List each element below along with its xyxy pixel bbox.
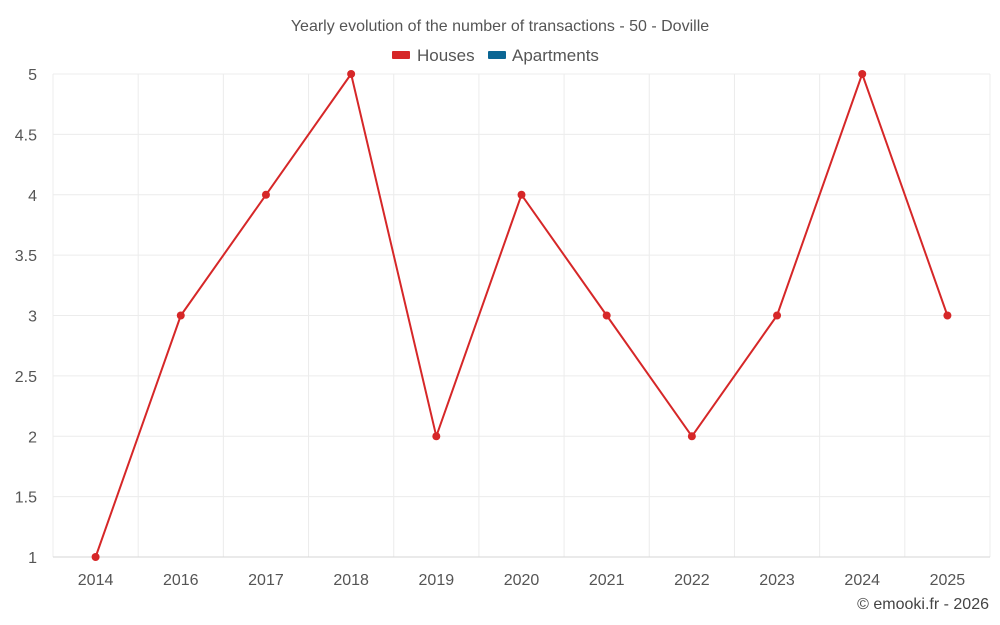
legend-swatch-houses — [392, 51, 410, 59]
legend: Houses Apartments — [392, 46, 599, 65]
data-point-houses[interactable] — [773, 311, 782, 320]
data-point-houses[interactable] — [687, 432, 696, 441]
y-tick-label: 3 — [28, 309, 37, 326]
x-tick-label: 2024 — [844, 572, 880, 589]
x-axis-ticks: 2014 2016 2017 2018 2019 2020 2021 2022 2023 2024… — [78, 572, 966, 589]
x-tick-label: 2023 — [759, 572, 795, 589]
x-tick-label: 2018 — [333, 572, 369, 589]
y-axis-ticks: 1 1.5 2 2.5 3 3.5 4 4.5 5 — [15, 67, 37, 567]
data-point-houses[interactable] — [261, 190, 270, 199]
legend-swatch-apartments — [488, 51, 506, 59]
x-tick-label: 2021 — [589, 572, 625, 589]
data-point-houses[interactable] — [943, 311, 952, 320]
y-tick-label: 1 — [28, 550, 37, 567]
legend-label-houses: Houses — [417, 46, 475, 65]
y-tick-label: 4 — [28, 188, 37, 205]
x-tick-label: 2016 — [163, 572, 199, 589]
y-tick-label: 5 — [28, 67, 37, 84]
legend-item-apartments[interactable]: Apartments — [488, 46, 599, 65]
data-point-houses[interactable] — [602, 311, 611, 320]
data-point-houses[interactable] — [176, 311, 185, 320]
x-tick-label: 2020 — [504, 572, 540, 589]
x-tick-label: 2022 — [674, 572, 710, 589]
x-tick-label: 2017 — [248, 572, 284, 589]
data-point-houses[interactable] — [517, 190, 526, 199]
data-point-houses[interactable] — [347, 70, 356, 78]
y-tick-label: 3.5 — [15, 248, 37, 265]
series-layer — [91, 70, 952, 561]
x-tick-label: 2014 — [78, 572, 114, 589]
data-point-houses[interactable] — [432, 432, 441, 441]
data-point-houses[interactable] — [858, 70, 867, 78]
legend-label-apartments: Apartments — [512, 46, 599, 65]
legend-item-houses[interactable]: Houses — [392, 46, 475, 65]
x-tick-label: 2019 — [419, 572, 455, 589]
data-point-houses[interactable] — [91, 553, 100, 561]
y-tick-label: 4.5 — [15, 127, 37, 144]
y-tick-label: 1.5 — [15, 490, 37, 507]
grid — [52, 73, 991, 557]
y-tick-label: 2.5 — [15, 369, 37, 386]
chart-title: Yearly evolution of the number of transa… — [291, 18, 709, 35]
x-tick-label: 2025 — [930, 572, 966, 589]
credit-text: © emooki.fr - 2026 — [857, 596, 989, 613]
y-tick-label: 2 — [28, 429, 37, 446]
